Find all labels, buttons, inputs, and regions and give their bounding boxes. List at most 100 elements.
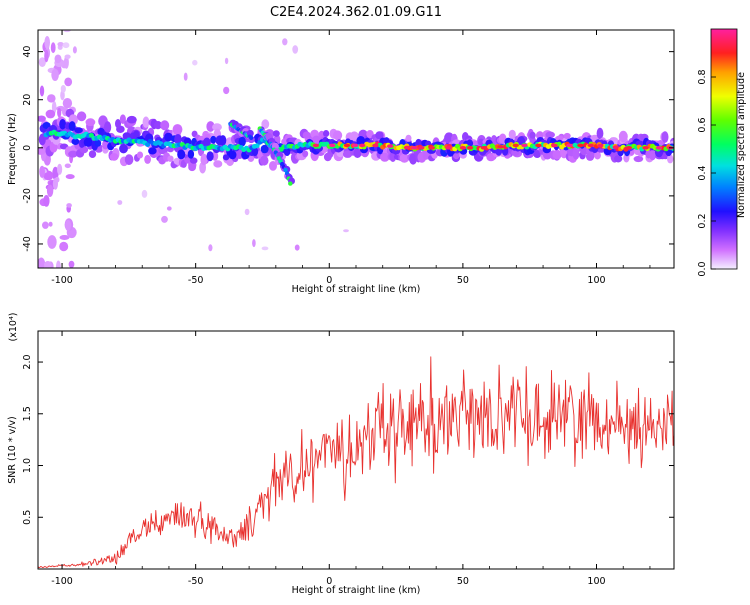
heatmap-cell-16 xyxy=(62,98,73,109)
heatmap-cell-971 xyxy=(312,143,320,148)
heatmap-cell-975 xyxy=(359,143,366,148)
heatmap-cell-21 xyxy=(59,241,69,252)
heatmap-cell-421 xyxy=(508,129,516,140)
heatmap-cell-330 xyxy=(375,131,384,140)
heatmap-cell-68 xyxy=(64,77,73,87)
heatmap-cell-17 xyxy=(65,174,75,180)
heatmap-cell-988 xyxy=(521,143,528,148)
heatmap-cell-73 xyxy=(72,46,77,54)
heatmap-cell-456 xyxy=(554,135,565,143)
heatmap-cell-39 xyxy=(59,235,70,240)
heatmap-cell-987 xyxy=(512,143,519,148)
heatmap-cell-438 xyxy=(529,131,536,139)
spectrogram-ytick-label-2: 0 xyxy=(22,145,33,151)
heatmap-cell-498 xyxy=(614,155,623,163)
heatmap-cell-991 xyxy=(566,143,573,148)
heatmap-cell-348 xyxy=(399,153,410,163)
heatmap-cell-10 xyxy=(47,94,56,103)
heatmap-cell-53 xyxy=(44,36,50,49)
heatmap-cell-165 xyxy=(142,116,150,128)
heatmap-cell-120 xyxy=(76,111,87,122)
heatmap-cell-0 xyxy=(38,257,46,268)
heatmap-cell-563 xyxy=(119,144,128,154)
heatmap-cell-299 xyxy=(333,130,343,141)
heatmap-cell-992 xyxy=(577,143,584,148)
heatmap-cell-47 xyxy=(38,57,46,67)
heatmap-cell-156 xyxy=(126,115,137,124)
heatmap-cell-126 xyxy=(85,118,96,127)
heatmap-cell-981 xyxy=(428,146,435,150)
heatmap-cell-41 xyxy=(57,163,63,175)
heatmap-cell-137 xyxy=(104,121,112,134)
heatmap-cell-535 xyxy=(674,149,680,156)
heatmap-cell-584 xyxy=(187,149,195,159)
heatmap-cell-577 xyxy=(164,132,173,142)
heatmap-cell-982 xyxy=(445,146,452,150)
heatmap-cell-350 xyxy=(405,134,412,142)
heatmap-cell-483 xyxy=(594,151,601,160)
heatmap-cell-255 xyxy=(269,161,277,171)
heatmap-cell-85 xyxy=(244,208,250,216)
heatmap-cell-1039 xyxy=(288,181,293,186)
heatmap-cell-81 xyxy=(64,54,71,60)
heatmap-cell-215 xyxy=(212,123,222,131)
heatmap-cell-98 xyxy=(45,109,56,119)
heatmap-cell-167 xyxy=(144,154,152,164)
heatmap-cell-289 xyxy=(323,130,330,137)
snr-ytick-label-2: 1.5 xyxy=(22,406,33,421)
heatmap-cell-153 xyxy=(124,154,134,166)
heatmap-cell-814 xyxy=(254,143,260,149)
heatmap-cell-91 xyxy=(38,147,46,155)
heatmap-cell-79 xyxy=(117,200,123,205)
colorbar-tick-label-0: 0.0 xyxy=(697,261,708,276)
heatmap-cell-548 xyxy=(71,138,80,146)
heatmap-cell-63 xyxy=(57,42,64,47)
heatmap-cell-995 xyxy=(612,145,619,149)
heatmap-cell-71 xyxy=(60,85,66,93)
heatmap-cell-402 xyxy=(478,138,485,146)
heatmap-cell-147 xyxy=(115,119,121,129)
snr-ytick-label-0: 0.5 xyxy=(22,510,33,525)
heatmap-cell-40 xyxy=(43,172,54,181)
heatmap-cell-976 xyxy=(372,143,379,148)
heatmap-cell-74 xyxy=(166,206,172,211)
heatmap-cell-23 xyxy=(63,30,71,33)
snr-y-axis-label: SNR (10 * v/v) xyxy=(7,416,18,484)
heatmap-cell-312 xyxy=(349,131,359,142)
spectrogram-ytick-label-1: 20 xyxy=(22,94,33,106)
heatmap-cell-24 xyxy=(47,235,57,249)
heatmap-cell-2 xyxy=(39,85,45,97)
spectrogram-y-axis-label: Frequency (Hz) xyxy=(7,113,18,185)
heatmap-cell-1033 xyxy=(283,167,288,173)
heatmap-cell-597 xyxy=(228,150,237,160)
snr-xtick-label-2: 0 xyxy=(326,576,332,587)
spectrogram-xtick-label-4: 100 xyxy=(587,275,605,286)
heatmap-cell-500 xyxy=(618,130,628,143)
heatmap-cell-522 xyxy=(649,150,657,161)
spectrogram-xtick-label-1: -50 xyxy=(188,275,204,286)
heatmap-cell-7 xyxy=(68,260,75,268)
heatmap-cell-481 xyxy=(596,127,604,140)
heatmap-cell-333 xyxy=(380,152,390,162)
heatmap-cell-998 xyxy=(655,146,663,150)
heatmap-cell-547 xyxy=(68,121,76,132)
heatmap-cell-197 xyxy=(189,157,198,164)
heatmap-cell-62 xyxy=(51,68,59,81)
heatmap-cell-994 xyxy=(597,143,604,148)
heatmap-cell-984 xyxy=(466,146,474,150)
snr-ticks: -100 -50 0 50 100 0.5 1.0 1.5 2.0 xyxy=(22,331,674,587)
colorbar-tick-label-4: 0.8 xyxy=(697,69,708,84)
heatmap-cell-89 xyxy=(261,246,269,251)
heatmap-cell-441 xyxy=(533,150,542,158)
heatmap-cell-594 xyxy=(219,135,227,146)
heatmap-cell-82 xyxy=(294,244,300,251)
heatmap-cell-59 xyxy=(65,219,72,231)
heatmap-cell-70 xyxy=(208,244,213,252)
heatmap-cell-35 xyxy=(44,261,52,268)
heatmap-cell-198 xyxy=(188,163,197,172)
snr-ytick-label-1: 1.0 xyxy=(22,458,33,473)
heatmap-cell-591 xyxy=(210,135,217,144)
heatmap-cell-49 xyxy=(42,221,49,229)
heatmap-cell-248 xyxy=(259,155,269,166)
